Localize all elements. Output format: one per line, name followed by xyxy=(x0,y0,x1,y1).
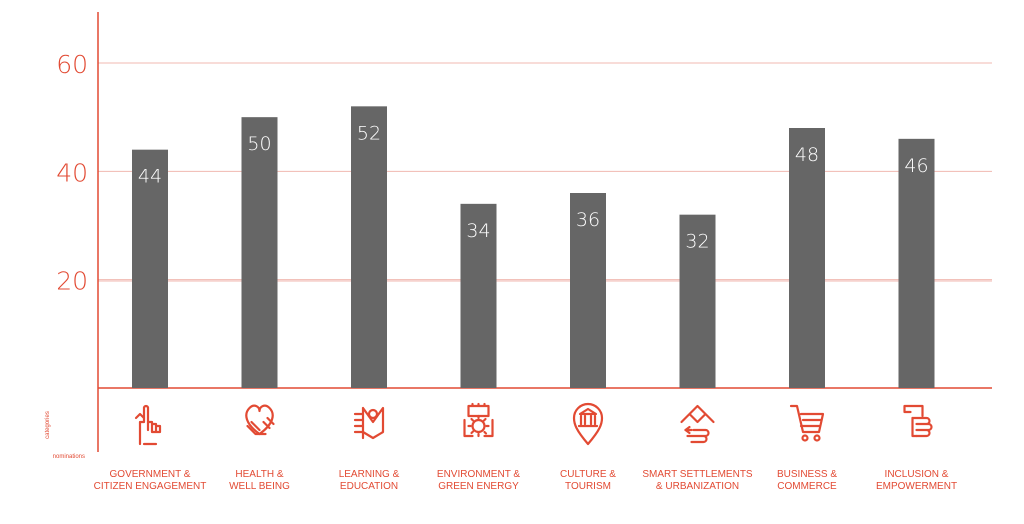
bar xyxy=(132,149,168,388)
smart-home-icon xyxy=(680,404,715,444)
bar-value-label: 34 xyxy=(466,220,490,242)
category-label: LEARNING & EDUCATION xyxy=(339,469,400,492)
reading-person-icon xyxy=(353,406,385,440)
bar xyxy=(898,138,935,388)
bar-value-label: 52 xyxy=(357,122,381,144)
category-label: SMART SETTLEMENTS & URBANIZATION xyxy=(642,469,753,492)
y-tick-label: 60 xyxy=(56,50,88,79)
shopping-cart-icon xyxy=(789,404,825,442)
tablet-hand-icon xyxy=(903,404,933,438)
eco-hand-icon xyxy=(463,402,494,438)
bar xyxy=(460,203,497,388)
category-label: HEALTH & WELL BEING xyxy=(229,469,290,492)
bar xyxy=(789,128,825,388)
bar-value-label: 36 xyxy=(576,209,600,231)
y-axis-label: categories xyxy=(45,411,51,439)
x-axis-label: nominations xyxy=(53,454,85,460)
category-label: INCLUSION & EMPOWERMENT xyxy=(876,469,957,492)
heart-hands-icon xyxy=(245,404,275,436)
bar xyxy=(679,214,716,388)
y-tick-label: 40 xyxy=(56,158,88,187)
bar-value-label: 48 xyxy=(795,144,819,166)
category-label: GOVERNMENT & CITIZEN ENGAGEMENT xyxy=(94,469,207,492)
bar-value-label: 50 xyxy=(247,133,271,155)
hand-pointer-icon xyxy=(134,404,162,446)
y-tick-label: 20 xyxy=(56,267,88,296)
category-label: CULTURE & TOURISM xyxy=(560,469,616,492)
bar-value-label: 46 xyxy=(904,155,928,177)
bar xyxy=(351,106,387,388)
museum-location-icon xyxy=(572,402,604,446)
bar-value-label: 44 xyxy=(138,166,162,188)
category-label: ENVIRONMENT & GREEN ENERGY xyxy=(437,469,520,492)
bar-value-label: 32 xyxy=(685,231,709,253)
bar xyxy=(241,117,278,389)
category-label: BUSINESS & COMMERCE xyxy=(777,469,837,492)
bar xyxy=(570,193,606,388)
